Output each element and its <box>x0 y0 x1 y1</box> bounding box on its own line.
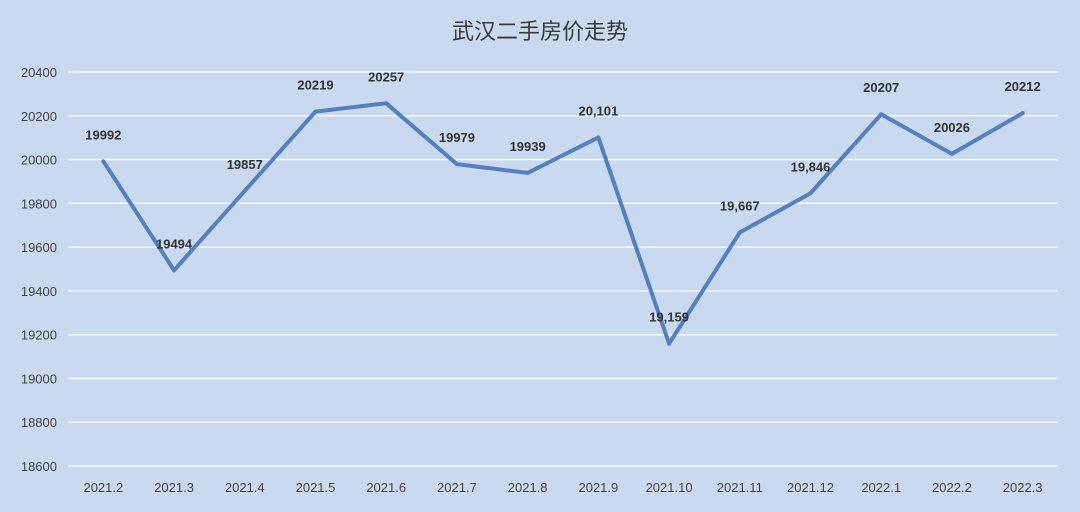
x-tick-label: 2021.3 <box>154 480 194 495</box>
data-label: 20219 <box>297 78 333 93</box>
x-tick-label: 2022.1 <box>861 480 901 495</box>
y-tick-label: 20400 <box>21 65 57 80</box>
data-point <box>1020 111 1025 116</box>
series-layer <box>101 101 1025 346</box>
x-tick-label: 2021.8 <box>508 480 548 495</box>
x-tick-label: 2022.2 <box>932 480 972 495</box>
data-point <box>737 230 742 235</box>
data-label: 20257 <box>368 69 404 84</box>
x-tick-label: 2021.7 <box>437 480 477 495</box>
x-tick-label: 2021.9 <box>578 480 618 495</box>
x-tick-label: 2021.10 <box>646 480 693 495</box>
data-label: 20212 <box>1005 79 1041 94</box>
y-tick-label: 18800 <box>21 415 57 430</box>
data-label: 20026 <box>934 120 970 135</box>
x-tick-label: 2021.4 <box>225 480 265 495</box>
x-tick-label: 2021.6 <box>366 480 406 495</box>
y-tick-label: 19600 <box>21 240 57 255</box>
data-point <box>949 151 954 156</box>
data-point <box>667 341 672 346</box>
data-point <box>384 101 389 106</box>
data-point <box>101 159 106 164</box>
y-tick-label: 19400 <box>21 284 57 299</box>
x-axis-ticks: 2021.2 2021.3 2021.4 2021.5 2021.6 2021.7 2021… <box>83 480 1042 495</box>
x-tick-label: 2021.12 <box>787 480 834 495</box>
x-tick-label: 2021.5 <box>296 480 336 495</box>
data-label: 19992 <box>85 127 121 142</box>
series-line <box>101 101 1025 346</box>
data-label: 20207 <box>863 80 899 95</box>
data-point <box>172 268 177 273</box>
y-tick-label: 18600 <box>21 459 57 474</box>
y-tick-label: 20000 <box>21 153 57 168</box>
data-point <box>596 135 601 140</box>
data-point <box>808 191 813 196</box>
data-label: 19939 <box>510 139 546 154</box>
y-tick-label: 19200 <box>21 328 57 343</box>
data-labels: 19992 19494 19857 20219 20257 19979 19939 20,10… <box>85 69 1040 324</box>
y-tick-label: 20200 <box>21 109 57 124</box>
data-point <box>313 109 318 114</box>
data-label: 19494 <box>156 236 193 251</box>
x-tick-label: 2021.2 <box>83 480 123 495</box>
data-point <box>454 162 459 167</box>
data-label: 19857 <box>227 157 263 172</box>
data-label: 19,159 <box>649 310 689 325</box>
y-tick-label: 19000 <box>21 371 57 386</box>
y-axis-ticks: 18600 18800 19000 19200 19400 19600 19800 20000… <box>21 65 57 474</box>
chart-title: 武汉二手房价走势 <box>452 20 628 45</box>
data-label: 19,667 <box>720 198 760 213</box>
data-label: 19979 <box>439 130 475 145</box>
data-label: 19,846 <box>791 159 831 174</box>
data-label: 20,101 <box>578 103 618 118</box>
x-tick-label: 2022.3 <box>1003 480 1043 495</box>
data-point <box>879 112 884 117</box>
data-point <box>242 188 247 193</box>
data-point <box>525 170 530 175</box>
y-tick-label: 19800 <box>21 196 57 211</box>
x-tick-label: 2021.11 <box>717 480 763 495</box>
